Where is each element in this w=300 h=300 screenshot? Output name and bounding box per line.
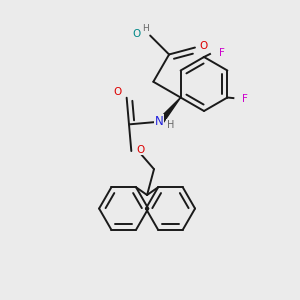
Text: O: O bbox=[113, 87, 121, 97]
Text: O: O bbox=[137, 145, 145, 154]
Text: O: O bbox=[200, 41, 208, 51]
Polygon shape bbox=[158, 98, 181, 124]
Text: H: H bbox=[142, 23, 149, 32]
Text: F: F bbox=[242, 94, 248, 104]
Text: H: H bbox=[167, 120, 175, 130]
Text: O: O bbox=[133, 29, 141, 39]
Text: N: N bbox=[154, 115, 163, 128]
Text: F: F bbox=[219, 47, 225, 58]
